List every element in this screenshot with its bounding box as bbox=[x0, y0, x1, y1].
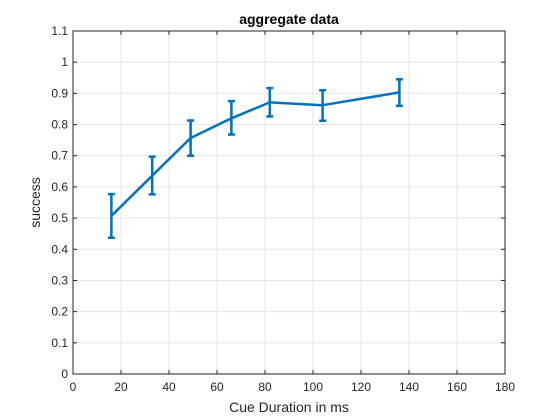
x-tick-label: 180 bbox=[495, 380, 515, 394]
ticks bbox=[72, 30, 506, 375]
y-tick-labels: 0 0.1 0.2 0.3 0.4 0.5 0.6 0.7 0.8 0.9 1 1.1 bbox=[51, 24, 68, 381]
y-tick-label: 1 bbox=[61, 55, 68, 69]
plot-frame bbox=[72, 30, 506, 375]
y-tick-label: 0.4 bbox=[51, 242, 68, 256]
x-tick-label: 160 bbox=[447, 380, 467, 394]
y-tick-label: 0.3 bbox=[51, 273, 68, 287]
x-tick-label: 40 bbox=[162, 380, 176, 394]
x-tick-label: 0 bbox=[70, 380, 77, 394]
y-tick-label: 0.1 bbox=[51, 336, 68, 350]
y-tick-label: 0.6 bbox=[51, 180, 68, 194]
chart-title: aggregate data bbox=[239, 11, 339, 27]
y-tick-label: 0.2 bbox=[51, 305, 68, 319]
x-tick-label: 60 bbox=[210, 380, 224, 394]
series-line bbox=[110, 91, 400, 217]
y-tick-label: 1.1 bbox=[51, 24, 68, 38]
y-tick-label: 0 bbox=[61, 367, 68, 381]
y-tick-label: 0.8 bbox=[51, 118, 68, 132]
y-tick-label: 0.5 bbox=[51, 211, 68, 225]
x-axis-label: Cue Duration in ms bbox=[229, 399, 349, 415]
y-tick-label: 0.7 bbox=[51, 149, 68, 163]
y-tick-label: 0.9 bbox=[51, 86, 68, 100]
y-axis-label: success bbox=[27, 177, 43, 228]
x-tick-label: 100 bbox=[303, 380, 323, 394]
x-tick-label: 140 bbox=[399, 380, 419, 394]
x-tick-labels: 0 20 40 60 80 100 120 140 160 180 bbox=[70, 380, 516, 394]
x-tick-label: 20 bbox=[114, 380, 128, 394]
x-tick-label: 120 bbox=[351, 380, 371, 394]
x-tick-label: 80 bbox=[258, 380, 272, 394]
